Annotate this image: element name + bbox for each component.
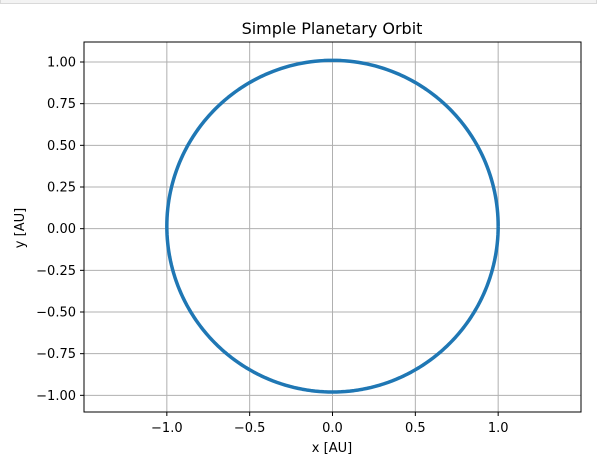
y-tick-label: −0.50 (36, 306, 76, 321)
x-axis-label: x [AU] (312, 441, 352, 456)
y-tick-label: −1.00 (36, 389, 76, 404)
y-tick-label: −0.75 (36, 347, 76, 362)
y-tick-label: 1.00 (47, 56, 76, 71)
y-tick-label: 0.00 (47, 222, 76, 237)
y-axis-ticks: −1.00 −0.75 −0.50 −0.25 0.00 0.25 0.50 0.75 1.00 (36, 56, 84, 404)
x-tick-label: 0.5 (405, 421, 426, 436)
x-tick-label: −1.0 (151, 421, 183, 436)
y-tick-label: 0.50 (47, 139, 76, 154)
orbit-line (165, 58, 500, 394)
y-tick-label: 0.25 (47, 181, 76, 196)
y-tick-label: 0.75 (47, 97, 76, 112)
y-axis-label: y [AU] (13, 208, 28, 248)
y-tick-label: −0.25 (36, 264, 76, 279)
x-tick-label: 0.0 (322, 421, 343, 436)
orbit-series (165, 58, 500, 394)
x-tick-label: 1.0 (488, 421, 509, 436)
x-axis-ticks: −1.0 −0.5 0.0 0.5 1.0 (151, 412, 509, 436)
window-top-strip (0, 0, 597, 4)
chart-title: Simple Planetary Orbit (242, 19, 423, 38)
x-tick-label: −0.5 (234, 421, 266, 436)
